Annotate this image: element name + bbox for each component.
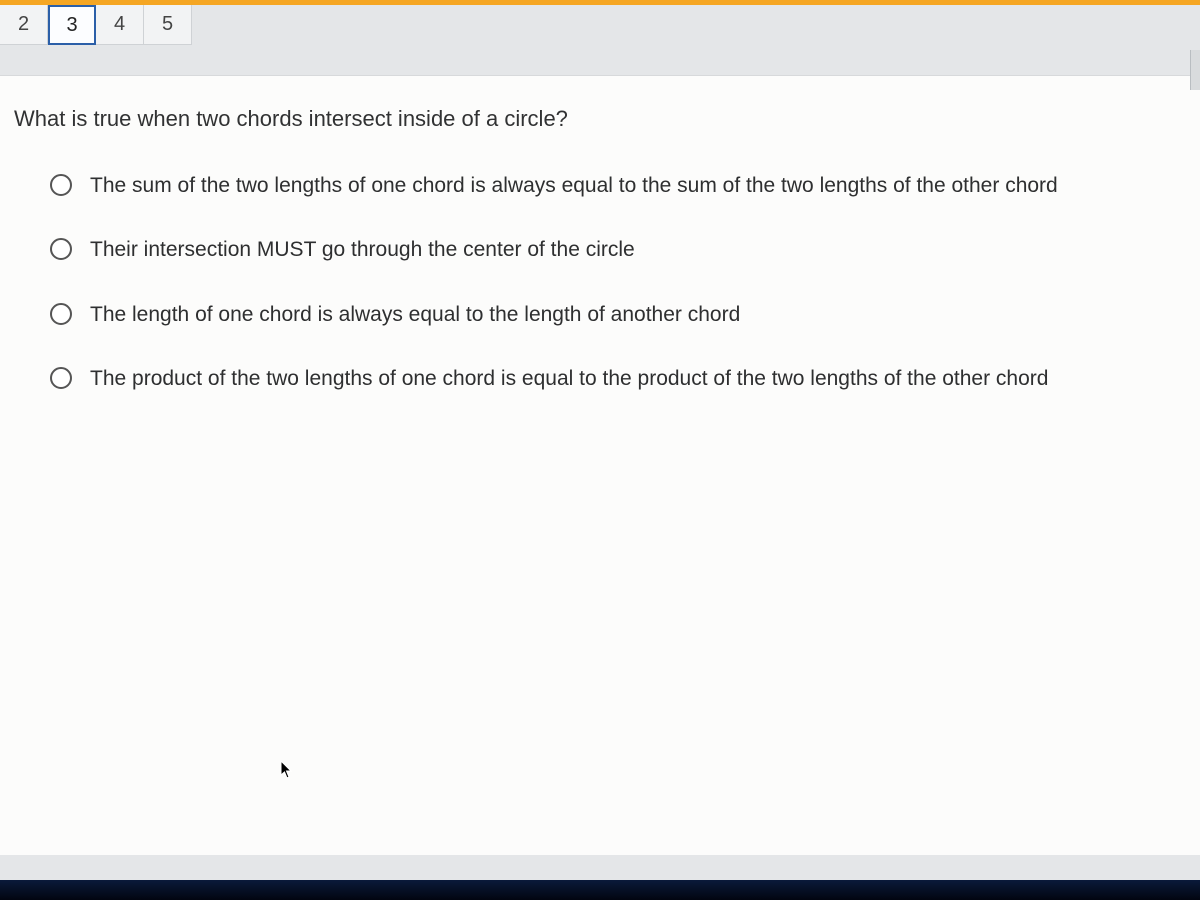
answer-option[interactable]: The product of the two lengths of one ch…	[50, 365, 1170, 393]
answer-option-text: The sum of the two lengths of one chord …	[90, 172, 1058, 200]
pager-item-4[interactable]: 4	[96, 5, 144, 45]
answer-options: The sum of the two lengths of one chord …	[10, 172, 1190, 393]
question-prompt: What is true when two chords intersect i…	[10, 106, 1190, 132]
bottom-band	[0, 880, 1200, 900]
pager-item-5[interactable]: 5	[144, 5, 192, 45]
pager-label: 2	[18, 13, 29, 36]
radio-icon[interactable]	[50, 174, 72, 196]
answer-option[interactable]: The length of one chord is always equal …	[50, 301, 1170, 329]
answer-option-text: The product of the two lengths of one ch…	[90, 365, 1048, 393]
question-pager: 2 3 4 5	[0, 5, 1200, 45]
radio-icon[interactable]	[50, 303, 72, 325]
pager-label: 4	[114, 13, 125, 36]
pager-label: 5	[162, 13, 173, 36]
pager-item-2[interactable]: 2	[0, 5, 48, 45]
answer-option[interactable]: The sum of the two lengths of one chord …	[50, 172, 1170, 200]
pager-label: 3	[66, 14, 77, 37]
right-edge-placeholder	[1190, 50, 1200, 90]
radio-icon[interactable]	[50, 238, 72, 260]
pager-item-3[interactable]: 3	[48, 5, 96, 45]
answer-option-text: Their intersection MUST go through the c…	[90, 236, 635, 264]
answer-option[interactable]: Their intersection MUST go through the c…	[50, 236, 1170, 264]
question-card: What is true when two chords intersect i…	[0, 75, 1200, 855]
answer-option-text: The length of one chord is always equal …	[90, 301, 740, 329]
radio-icon[interactable]	[50, 367, 72, 389]
